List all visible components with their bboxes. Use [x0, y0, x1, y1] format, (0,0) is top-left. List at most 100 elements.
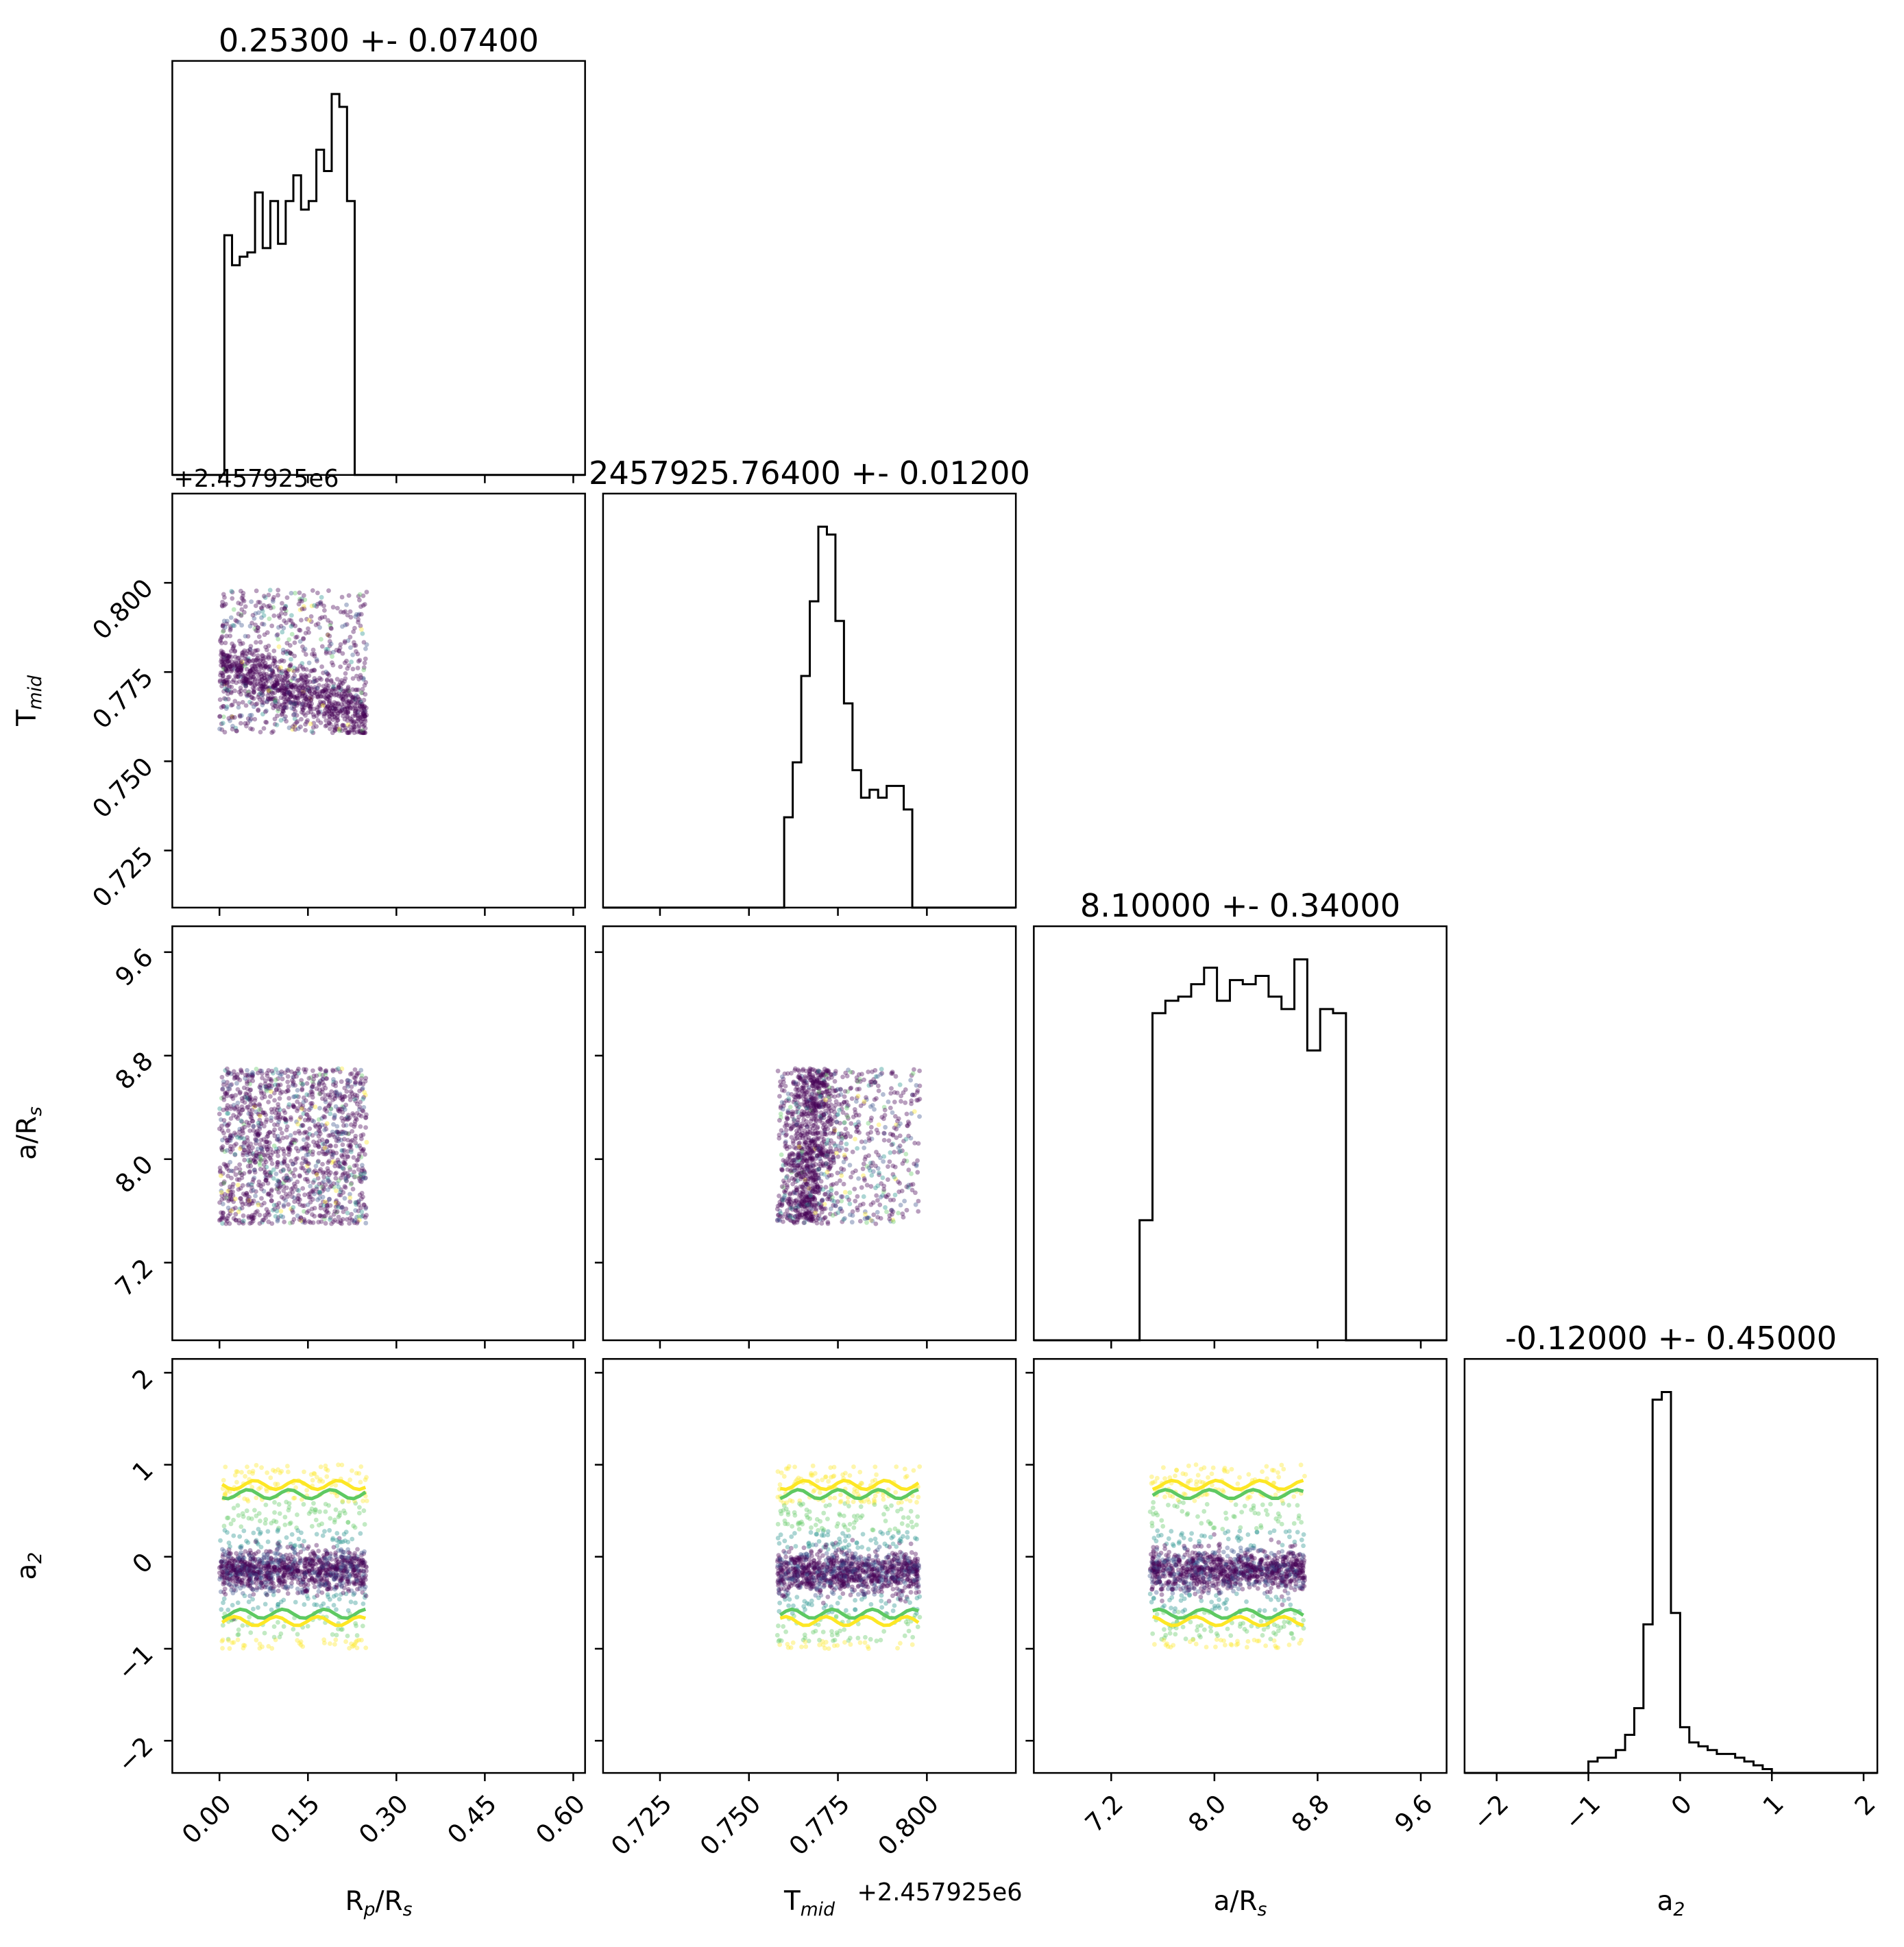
scatter-point: [886, 1138, 892, 1144]
scatter-point: [323, 695, 328, 700]
scatter-point: [289, 613, 294, 618]
scatter-point: [249, 667, 255, 673]
scatter-point: [866, 1153, 871, 1159]
scatter-point: [295, 1528, 301, 1533]
scatter-point: [344, 602, 349, 607]
scatter-point: [321, 603, 326, 609]
scatter-point: [324, 669, 329, 675]
scatter-point: [886, 1177, 890, 1183]
scatter-point: [311, 721, 317, 726]
scatter-point: [342, 640, 347, 645]
scatter-point: [259, 606, 265, 612]
scatter-point: [312, 603, 317, 608]
scatter-point: [341, 1160, 346, 1165]
scatter-point: [248, 1163, 254, 1169]
scatter-point: [237, 1135, 243, 1141]
scatter-point: [236, 674, 241, 679]
scatter-point: [345, 684, 351, 690]
scatter-point: [308, 696, 313, 701]
scatter-point: [352, 1170, 357, 1174]
scatter-point: [224, 684, 230, 689]
scatter-point: [286, 684, 291, 690]
scatter-point: [249, 681, 254, 686]
scatter-point: [259, 674, 265, 679]
scatter-point: [238, 658, 243, 664]
scatter-point: [332, 728, 337, 734]
scatter-point: [270, 598, 276, 604]
scatter-point: [297, 639, 303, 644]
scatter-point: [242, 1157, 247, 1163]
scatter-point: [316, 1159, 321, 1164]
scatter-point: [317, 1189, 322, 1195]
scatter-point: [241, 590, 246, 596]
scatter-point: [325, 632, 330, 638]
scatter-point: [282, 606, 287, 612]
scatter-point: [286, 1096, 292, 1101]
scatter-point: [254, 1066, 259, 1072]
scatter-point: [357, 715, 363, 721]
scatter-point: [232, 1143, 237, 1148]
scatter-point: [291, 1081, 296, 1087]
scatter-point: [813, 1207, 818, 1211]
scatter-point: [272, 716, 278, 722]
scatter-point: [266, 654, 271, 660]
scatter-point: [250, 1468, 256, 1474]
scatter-point: [272, 1127, 278, 1133]
scatter-point: [243, 633, 248, 639]
scatter-point: [254, 657, 259, 662]
scatter-point: [346, 688, 352, 693]
scatter-point: [228, 615, 234, 620]
scatter-point: [347, 1195, 353, 1200]
scatter-point: [269, 730, 275, 735]
scatter-point: [827, 1164, 833, 1170]
scatter-point: [317, 1106, 322, 1111]
scatter-point: [268, 1089, 273, 1094]
scatter-point: [358, 1531, 363, 1536]
scatter-point: [878, 1155, 883, 1161]
scatter-point: [229, 663, 234, 668]
scatter-point: [287, 664, 293, 669]
scatter-point: [281, 658, 286, 664]
scatter-point: [240, 641, 245, 646]
scatter-point: [267, 686, 272, 691]
scatter-point: [241, 673, 246, 678]
scatter-point: [256, 610, 261, 616]
scatter-point: [359, 1214, 364, 1219]
scatter-point: [297, 596, 302, 602]
scatter-point: [359, 707, 365, 712]
scatter-point: [326, 1187, 330, 1192]
scatter-point: [300, 707, 306, 712]
scatter-point: [880, 1175, 886, 1181]
scatter-point: [279, 1130, 284, 1136]
scatter-point: [339, 1079, 344, 1085]
scatter-point: [262, 1110, 267, 1115]
scatter-point: [879, 1115, 885, 1120]
scatter-point: [777, 1135, 782, 1141]
scatter-point: [354, 687, 359, 692]
scatter-point: [225, 1111, 230, 1116]
scatter-point: [914, 1098, 919, 1103]
scatter-point: [250, 1606, 256, 1612]
scatter-point: [236, 655, 241, 661]
scatter-point: [265, 693, 271, 699]
scatter-point: [303, 631, 308, 636]
scatter-point: [231, 607, 236, 612]
scatter-point: [344, 1089, 350, 1094]
scatter-point: [238, 588, 243, 594]
scatter-point: [362, 704, 367, 710]
scatter-point: [350, 1536, 355, 1542]
scatter-point: [237, 1091, 243, 1096]
scatter-point: [315, 710, 321, 715]
scatter-point: [816, 1167, 821, 1172]
scatter-point: [271, 696, 276, 701]
scatter-point: [259, 674, 264, 679]
scatter-point: [806, 1202, 811, 1208]
scatter-point: [359, 1163, 365, 1168]
scatter-point: [260, 685, 265, 690]
scatter-point: [340, 707, 345, 712]
scatter-point: [877, 1202, 883, 1207]
scatter-point: [850, 1149, 855, 1154]
scatter-point: [299, 684, 304, 689]
scatter-point: [345, 710, 351, 715]
scatter-point: [361, 1096, 366, 1102]
